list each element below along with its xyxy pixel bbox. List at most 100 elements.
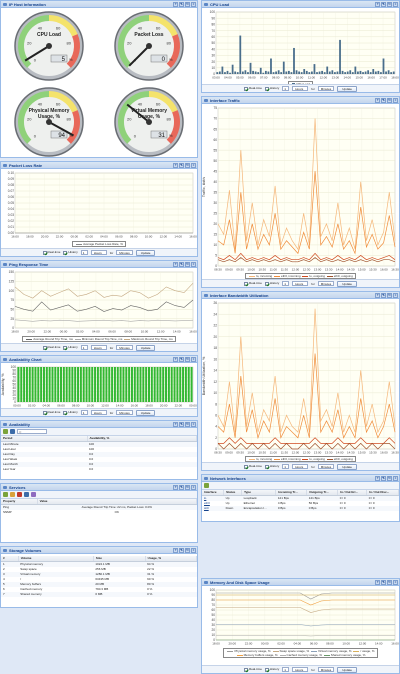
table-row[interactable]: 5 Memory buffers 20 MB 80 % [1, 582, 197, 587]
settings-icon[interactable]: ✎ [381, 476, 386, 481]
settings-icon[interactable]: ✎ [381, 98, 386, 103]
help-icon[interactable]: ? [173, 357, 178, 362]
history-unit-select[interactable]: Hours [292, 667, 309, 672]
history-unit-select[interactable]: Hours [90, 250, 107, 255]
refresh-icon[interactable]: ↻ [185, 262, 190, 267]
settings-icon[interactable]: ✎ [179, 548, 184, 553]
table-row[interactable]: SNMP OK [1, 510, 197, 515]
search-input[interactable]: Q [17, 429, 47, 434]
realtime-checkbox[interactable]: Real-time [244, 667, 262, 672]
help-icon[interactable]: ? [173, 485, 178, 490]
update-button[interactable]: Update [337, 280, 357, 287]
help-icon[interactable]: ? [173, 163, 178, 168]
settings-icon[interactable]: ✎ [179, 357, 184, 362]
edit-icon[interactable] [10, 492, 15, 497]
column-header[interactable]: Size [93, 556, 146, 562]
column-header[interactable]: In / Out Err... [337, 490, 368, 496]
refresh-icon[interactable]: ↻ [387, 98, 392, 103]
column-header[interactable]: Availability, % [87, 436, 197, 442]
column-header[interactable]: Outgoing Tr... [306, 490, 339, 496]
add-icon[interactable] [3, 492, 8, 497]
history-amount-input[interactable]: 1 [282, 667, 290, 672]
help-icon[interactable]: ? [375, 2, 380, 7]
column-header[interactable]: Interface [202, 490, 225, 496]
refresh-icon[interactable]: ↻ [387, 293, 392, 298]
close-icon[interactable]: × [393, 293, 398, 298]
help-icon[interactable]: ? [375, 476, 380, 481]
column-header[interactable]: Property [1, 499, 38, 505]
history-amount-input[interactable]: 1 [282, 281, 290, 286]
realtime-checkbox[interactable]: Real-time [42, 345, 60, 350]
history-checkbox[interactable]: History [264, 667, 279, 672]
help-icon[interactable]: ? [375, 98, 380, 103]
update-button[interactable]: Update [337, 666, 357, 673]
interval-select[interactable]: Minutes [317, 281, 335, 286]
realtime-checkbox[interactable]: Real-time [244, 281, 262, 286]
table-row[interactable]: Last Week 0.0 [1, 457, 197, 462]
table-row[interactable]: 7 Shared memory 0 MB 0 % [1, 592, 197, 597]
help-icon[interactable]: ? [173, 548, 178, 553]
refresh-icon[interactable]: ↻ [185, 2, 190, 7]
help-icon[interactable]: ? [375, 580, 380, 585]
column-header[interactable]: Incoming Tr... [275, 490, 308, 496]
realtime-checkbox[interactable]: Real-time [244, 86, 262, 91]
realtime-checkbox[interactable]: Real-time [42, 250, 60, 255]
interval-select[interactable]: Minutes [116, 410, 133, 415]
history-amount-input[interactable]: 1 [282, 86, 290, 91]
refresh-icon[interactable]: ↻ [387, 580, 392, 585]
update-button[interactable]: Update [135, 249, 156, 256]
close-icon[interactable]: × [393, 2, 398, 7]
history-amount-input[interactable]: 1 [80, 250, 88, 255]
history-unit-select[interactable]: Hours [90, 410, 107, 415]
history-amount-input[interactable]: 1 [80, 410, 88, 415]
settings-icon[interactable]: ✎ [179, 2, 184, 7]
refresh-icon[interactable]: ↻ [185, 548, 190, 553]
table-row[interactable]: Last Hour 100 [1, 447, 197, 452]
help-icon[interactable]: ? [173, 2, 178, 7]
history-amount-input[interactable]: 1 [80, 345, 88, 350]
settings-icon[interactable]: ✎ [381, 293, 386, 298]
interval-select[interactable]: Minutes [317, 667, 335, 672]
close-icon[interactable]: × [393, 476, 398, 481]
close-icon[interactable]: × [191, 485, 196, 490]
realtime-checkbox[interactable]: Real-time [42, 410, 60, 415]
table-row[interactable]: Last Day 0.0 [1, 452, 197, 457]
interval-select[interactable]: Minutes [317, 464, 335, 469]
column-header[interactable]: Volume [18, 556, 94, 562]
history-amount-input[interactable]: 1 [282, 464, 290, 469]
settings-icon[interactable]: ✎ [381, 580, 386, 585]
refresh-icon[interactable]: ↻ [185, 422, 190, 427]
refresh-icon[interactable]: ↻ [185, 163, 190, 168]
settings-icon[interactable]: ✎ [179, 422, 184, 427]
interval-select[interactable]: Minutes [317, 86, 335, 91]
help-icon[interactable]: ? [173, 422, 178, 427]
table-row[interactable]: Last Minute 100 [1, 441, 197, 447]
column-header[interactable]: Type [241, 490, 277, 496]
history-unit-select[interactable]: Hours [90, 345, 107, 350]
column-header[interactable]: Status [223, 490, 243, 496]
interval-select[interactable]: Minutes [116, 250, 133, 255]
update-button[interactable]: Update [337, 85, 357, 92]
refresh-icon[interactable]: ↻ [185, 357, 190, 362]
refresh-icon[interactable] [24, 492, 29, 497]
export-icon[interactable] [10, 429, 15, 434]
table-row[interactable]: Last Year 0.0 [1, 467, 197, 472]
realtime-checkbox[interactable]: Real-time [244, 464, 262, 469]
settings-icon[interactable]: ✎ [179, 163, 184, 168]
delete-icon[interactable] [17, 492, 22, 497]
close-icon[interactable]: × [393, 580, 398, 585]
update-button[interactable]: Update [337, 463, 357, 470]
history-checkbox[interactable]: History [63, 410, 78, 415]
table-row[interactable]: sit0 Down Encapsulation I... 0 Bps 0 Bps 0 / … [202, 506, 399, 511]
table-row[interactable]: 1 Physical memory 1024.1 MB 94 % [1, 561, 197, 567]
settings-icon[interactable]: ✎ [381, 2, 386, 7]
close-icon[interactable]: × [191, 422, 196, 427]
settings-icon[interactable]: ✎ [179, 262, 184, 267]
table-row[interactable]: 3 Virtual memory 1280.1 MB 31 % [1, 572, 197, 577]
column-header[interactable]: Period [1, 436, 88, 442]
refresh-icon[interactable]: ↻ [387, 2, 392, 7]
history-unit-select[interactable]: Hours [292, 464, 309, 469]
update-button[interactable]: Update [135, 344, 156, 351]
help-icon[interactable]: ? [173, 262, 178, 267]
close-icon[interactable]: × [191, 548, 196, 553]
